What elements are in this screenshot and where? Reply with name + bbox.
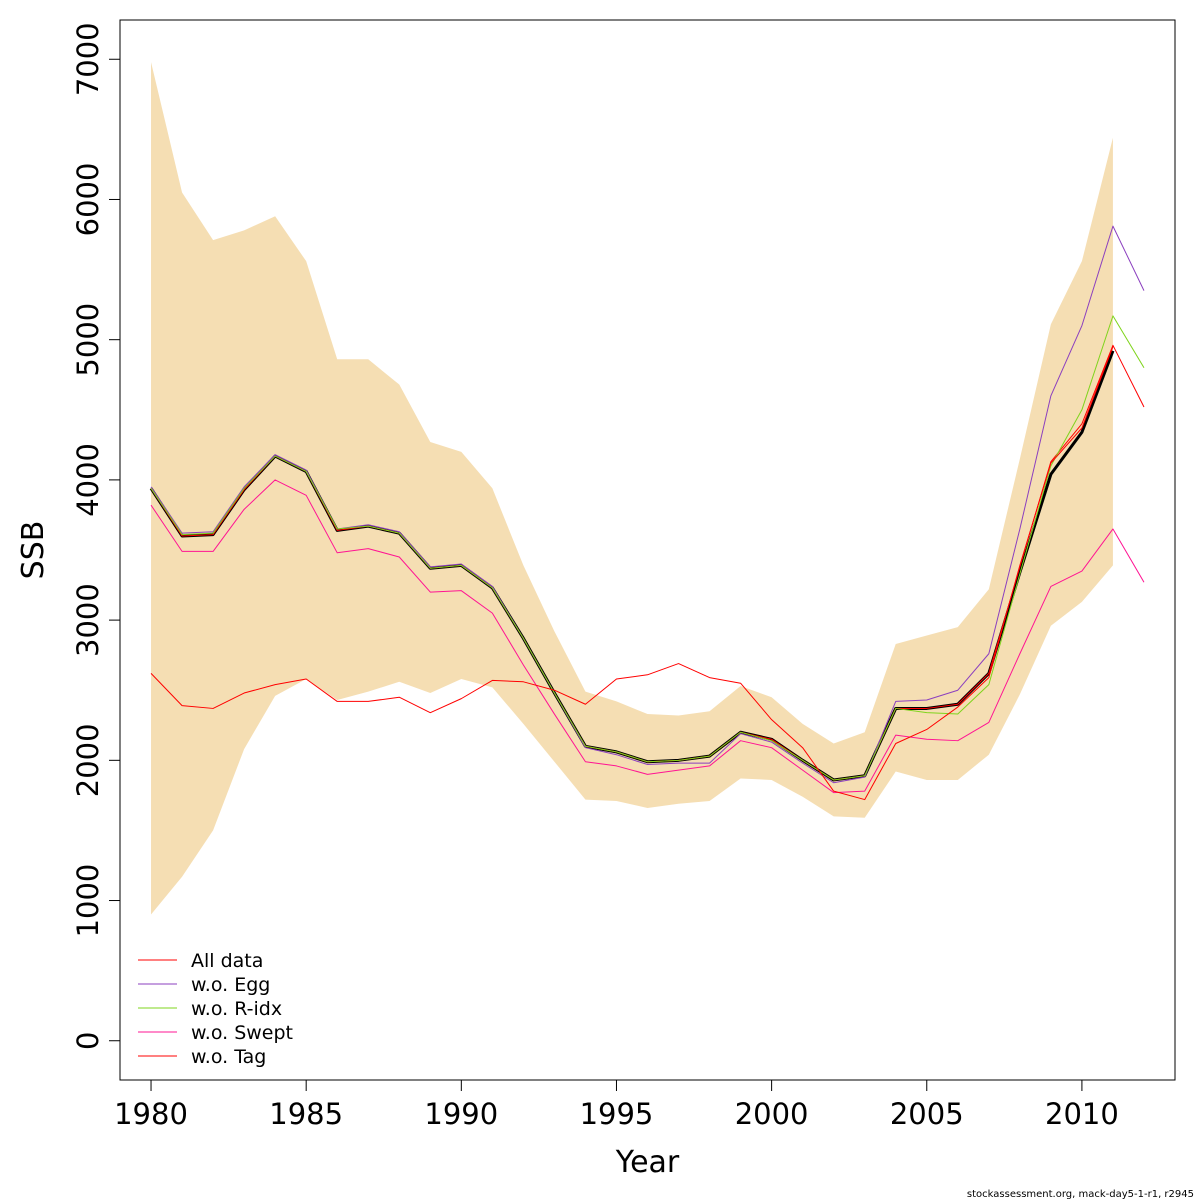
y-axis: 0 1000 2000 3000 4000 5000 6000 7000 (71, 22, 121, 1050)
y-tick-label-3000: 3000 (71, 583, 105, 657)
series-line-w-o-swept (150, 479, 1145, 794)
x-tick-label-2000: 2000 (735, 1097, 809, 1131)
y-tick-label-1000: 1000 (71, 864, 105, 938)
x-tick-label-1980: 1980 (114, 1097, 188, 1131)
legend-label-w-o-tag: w.o. Tag (191, 1046, 266, 1068)
x-tick-label-1985: 1985 (269, 1097, 343, 1131)
series-layer (149, 225, 1145, 801)
confidence-band (151, 62, 1113, 915)
y-tick-label-2000: 2000 (71, 723, 105, 797)
x-axis: 1980 1985 1990 1995 2000 2005 2010 (114, 1079, 1119, 1131)
legend-label-w-o-swept: w.o. Swept (191, 1022, 293, 1044)
y-tick-label-6000: 6000 (71, 163, 105, 237)
y-tick-label-7000: 7000 (71, 22, 105, 96)
y-tick-label-4000: 4000 (71, 443, 105, 517)
x-tick-label-1990: 1990 (424, 1097, 498, 1131)
x-tick-label-1995: 1995 (580, 1097, 654, 1131)
legend-label-w-o-r-idx: w.o. R-idx (191, 998, 282, 1020)
y-axis-title: SSB (16, 521, 51, 580)
series-line-w-o-tag (150, 346, 1114, 801)
x-tick-label-2010: 2010 (1045, 1097, 1119, 1131)
x-tick-label-2005: 2005 (890, 1097, 964, 1131)
y-tick-label-5000: 5000 (71, 303, 105, 377)
legend-label-w-o-egg: w.o. Egg (191, 974, 270, 996)
series-line-w-o-r-idx (150, 315, 1145, 781)
x-axis-title: Year (615, 1145, 680, 1180)
y-tick-label-0: 0 (71, 1032, 105, 1050)
confidence-band-layer (151, 62, 1113, 915)
footer-credit: stockassessment.org, mack-day5-1-r1, r29… (967, 1189, 1194, 1200)
legend-label-all-data: All data (191, 950, 263, 972)
